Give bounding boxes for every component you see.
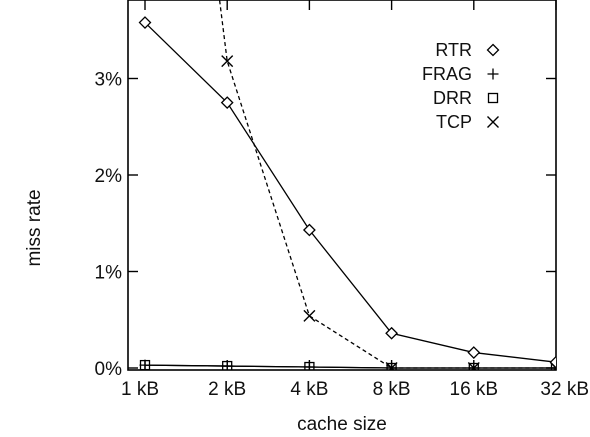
- y-tick-label: 0%: [95, 359, 123, 380]
- y-axis: 0% 1% 2% 3%: [95, 70, 556, 380]
- legend-marker-frag: [487, 68, 499, 80]
- legend-marker-tcp: [487, 116, 499, 128]
- legend-label-rtr: RTR: [435, 40, 472, 60]
- legend-label-drr: DRR: [433, 88, 472, 108]
- data-point-cross: [467, 362, 480, 370]
- data-point-diamond: [220, 96, 234, 110]
- data-point-cross: [385, 362, 398, 370]
- x-axis: 1 kB 2 kB 4 kB 8 kB 16 kB 32 kB: [121, 0, 589, 400]
- data-point-plus: [487, 68, 499, 80]
- series-layer: [138, 0, 556, 370]
- legend-marker-rtr: [486, 43, 500, 57]
- y-tick-label: 1%: [95, 263, 123, 284]
- series-line-tcp: [218, 0, 556, 369]
- legend: RTR FRAG DRR TCP: [422, 40, 500, 132]
- data-point-diamond: [486, 43, 500, 57]
- plot-frame: [127, 0, 557, 371]
- x-tick-label: 4 kB: [290, 379, 328, 400]
- data-point-diamond: [138, 16, 152, 29]
- data-point-diamond: [385, 326, 399, 340]
- series-line-rtr: [144, 22, 556, 363]
- data-point-diamond: [302, 223, 316, 237]
- x-tick-label: 2 kB: [208, 379, 246, 400]
- x-tick-label: 16 kB: [450, 379, 499, 400]
- series-drr: [139, 359, 556, 370]
- data-point-diamond: [549, 355, 556, 369]
- legend-label-tcp: TCP: [436, 112, 472, 132]
- x-tick-label: 32 kB: [540, 379, 589, 400]
- data-point-square: [550, 362, 556, 370]
- x-tick-label: 8 kB: [373, 379, 411, 400]
- data-point-diamond: [467, 346, 481, 359]
- series-frag: [139, 359, 556, 370]
- series-rtr: [138, 16, 556, 369]
- y-tick-label: 3%: [95, 70, 123, 91]
- x-axis-label: cache size: [297, 414, 387, 435]
- y-tick-label: 2%: [95, 166, 123, 187]
- series-line-drr: [144, 364, 556, 369]
- data-point-cross: [303, 309, 316, 322]
- legend-marker-drr: [487, 92, 499, 104]
- data-point-square: [304, 361, 315, 370]
- legend-label-frag: FRAG: [422, 64, 472, 84]
- data-point-square: [139, 359, 151, 370]
- y-axis-label: miss rate: [24, 189, 45, 266]
- data-point-square: [222, 360, 233, 370]
- data-point-cross: [221, 55, 234, 68]
- series-tcp: [218, 0, 556, 370]
- data-point-square: [487, 92, 499, 104]
- data-point-cross: [487, 116, 499, 128]
- x-tick-label: 1 kB: [121, 379, 159, 400]
